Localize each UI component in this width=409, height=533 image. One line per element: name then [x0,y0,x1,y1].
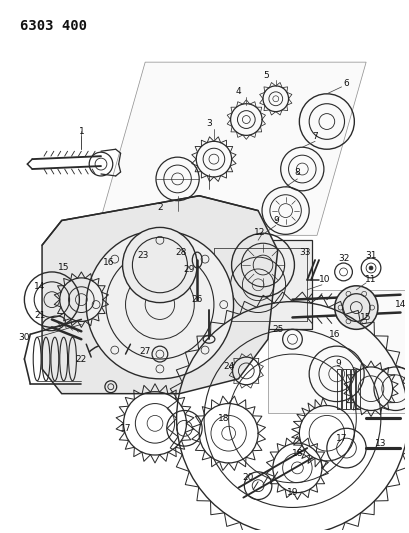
Polygon shape [209,240,311,329]
Text: 9: 9 [272,216,278,225]
Bar [336,369,340,408]
Text: 17: 17 [335,434,346,443]
Text: 10: 10 [318,276,330,285]
Text: 15: 15 [58,263,69,272]
Text: 30: 30 [18,333,30,342]
Bar [120,278,124,321]
Text: 4: 4 [235,87,240,96]
Text: 27: 27 [139,346,151,356]
Text: 23: 23 [137,251,148,260]
Polygon shape [42,196,277,394]
Text: 18: 18 [291,449,302,457]
Text: 18: 18 [218,414,229,423]
Text: 20: 20 [242,473,253,482]
Text: 14: 14 [394,300,405,309]
Text: 26: 26 [191,295,202,304]
Text: 28: 28 [175,248,187,257]
Text: 14: 14 [34,282,46,292]
Circle shape [122,228,197,303]
Text: 6303 400: 6303 400 [20,19,87,33]
Text: 24: 24 [222,362,234,372]
Text: 3: 3 [206,119,211,128]
Bar [130,278,134,321]
Bar [351,369,355,408]
Text: 19: 19 [286,488,297,497]
Text: 1: 1 [78,127,84,136]
Bar [115,278,119,321]
Bar [346,369,350,408]
Text: 8: 8 [294,168,299,177]
Text: 16: 16 [328,330,339,339]
Text: 21: 21 [34,311,46,320]
Text: 13: 13 [374,439,386,448]
Text: 15: 15 [360,313,371,322]
Polygon shape [96,62,365,236]
Circle shape [368,266,372,270]
Text: 6: 6 [343,79,348,88]
Text: 29: 29 [183,265,195,274]
Text: 11: 11 [364,276,376,285]
Text: 17: 17 [119,424,131,433]
Text: 16: 16 [103,257,114,266]
Text: 22: 22 [76,354,87,364]
Text: 32: 32 [337,254,348,263]
Text: 9: 9 [335,359,341,368]
Polygon shape [267,290,405,414]
Text: 25: 25 [272,325,283,334]
Circle shape [334,286,377,329]
Text: 12: 12 [254,228,265,237]
Text: 5: 5 [263,70,268,79]
Bar [125,278,129,321]
Text: 7: 7 [311,132,317,141]
Text: 33: 33 [299,248,310,257]
Bar [341,369,345,408]
Text: 2: 2 [157,203,162,212]
Circle shape [86,230,233,379]
Bar [355,369,360,408]
Bar [110,278,115,321]
Text: 31: 31 [364,251,376,260]
